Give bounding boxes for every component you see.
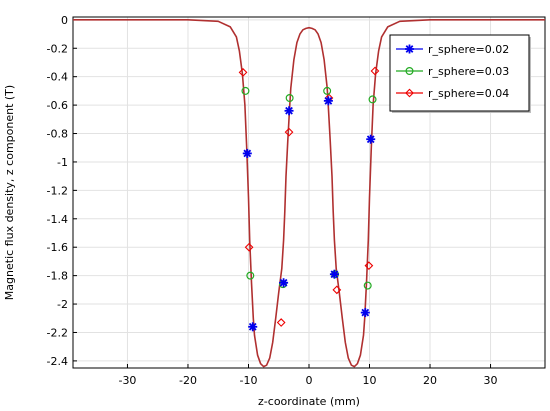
y-tick-label: -1.4 (47, 213, 68, 226)
legend-label: r_sphere=0.03 (428, 65, 509, 78)
asterisk-stroke (361, 308, 370, 317)
data-point-asterisk (242, 148, 252, 158)
asterisk-stroke (243, 149, 252, 158)
y-tick-label: -1.6 (47, 241, 68, 254)
data-point-asterisk (366, 134, 376, 144)
y-tick-label: -0.2 (47, 42, 68, 55)
x-tick-label: -30 (118, 374, 136, 387)
flux-density-curve (73, 18, 545, 368)
x-tick-label: -20 (179, 374, 197, 387)
data-point-asterisk (284, 106, 294, 116)
legend-marker-asterisk (405, 44, 414, 54)
y-tick-label: -1.8 (47, 270, 68, 283)
data-point-asterisk (248, 322, 258, 332)
data-point-diamond (364, 261, 374, 271)
asterisk-stroke (405, 45, 414, 53)
legend-box (389, 34, 530, 112)
y-tick-label: -2.4 (47, 355, 68, 368)
asterisk-stroke (330, 270, 339, 279)
y-tick-label: -0.4 (47, 71, 68, 84)
data-markers (238, 66, 380, 332)
legend-marker-diamond (405, 88, 414, 98)
x-tick-label: 0 (306, 374, 313, 387)
data-point-diamond (276, 318, 286, 327)
y-axis-label: Magnetic flux density, z component (T) (3, 85, 16, 300)
data-point-diamond (238, 68, 248, 77)
asterisk-stroke (366, 135, 375, 144)
y-tick-label: -0.6 (47, 99, 68, 112)
data-point-circle (368, 95, 377, 104)
y-tick-label: -1.2 (47, 184, 68, 197)
legend-entry: r_sphere=0.04 (396, 87, 509, 100)
data-point-circle (363, 281, 372, 290)
x-axis-label: z-coordinate (mm) (258, 395, 360, 408)
data-point-circle (241, 86, 250, 95)
y-tick-label: -2.2 (47, 326, 68, 339)
y-tick-label: -0.8 (47, 128, 68, 141)
y-tick-label: -2 (57, 298, 68, 311)
x-tick-label: 20 (423, 374, 437, 387)
axis-ticks: -30 -20 -10 0 10 20 30 0 -0.2 -0.4 -0.6 -0.8 -1 -1.2 -… (47, 14, 498, 387)
legend-label: r_sphere=0.02 (428, 43, 509, 56)
asterisk-stroke (279, 278, 288, 287)
data-point-circle (246, 271, 255, 280)
data-point-asterisk (360, 308, 370, 318)
legend: r_sphere=0.02 r_sphere=0.03 r_sphere=0.04 (389, 34, 531, 113)
asterisk-stroke (248, 322, 257, 331)
data-point-diamond (370, 66, 380, 76)
data-point-asterisk (329, 269, 339, 279)
legend-label: r_sphere=0.04 (428, 87, 509, 100)
data-point-diamond (332, 285, 342, 295)
data-curves (73, 18, 545, 368)
y-tick-label: 0 (61, 14, 68, 27)
legend-marker-circle (405, 66, 414, 75)
data-point-circle (323, 86, 332, 95)
asterisk-stroke (285, 106, 293, 115)
legend-entry: r_sphere=0.03 (396, 65, 509, 78)
legend-entry: r_sphere=0.02 (396, 43, 509, 56)
x-tick-label: -10 (240, 374, 258, 387)
data-point-circle (285, 93, 294, 102)
y-tick-label: -1 (57, 156, 68, 169)
x-tick-label: 30 (484, 374, 498, 387)
x-tick-label: 10 (363, 374, 377, 387)
data-point-diamond (284, 127, 294, 137)
data-point-diamond (244, 242, 254, 252)
data-point-asterisk (323, 96, 333, 106)
data-point-asterisk (279, 278, 289, 288)
asterisk-stroke (324, 96, 333, 105)
